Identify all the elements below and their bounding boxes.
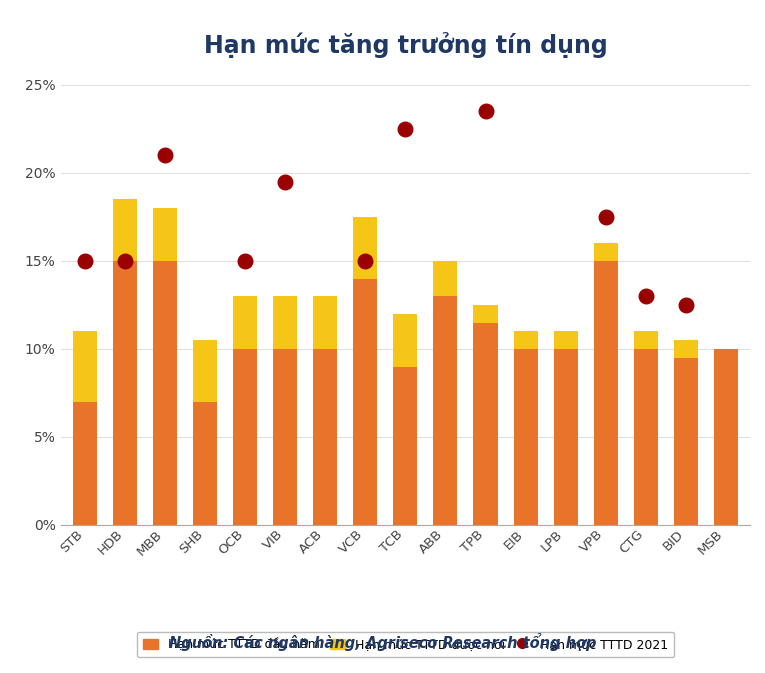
Bar: [434, 261, 457, 296]
Bar: [73, 331, 97, 402]
Point: [480, 106, 492, 116]
Legend: Hạn mức TTTD đầu năm, Hạn mức TTTD được nới, Hạn mức TTTD 2021: Hạn mức TTTD đầu năm, Hạn mức TTTD được …: [137, 632, 674, 658]
Point: [159, 150, 171, 161]
Bar: [633, 331, 658, 349]
Bar: [153, 261, 177, 525]
Bar: [633, 349, 658, 525]
Bar: [474, 305, 497, 322]
Bar: [554, 331, 578, 349]
Point: [640, 291, 652, 302]
Bar: [674, 340, 698, 358]
Bar: [474, 322, 497, 525]
Bar: [113, 261, 137, 525]
Bar: [113, 199, 137, 261]
Bar: [513, 349, 538, 525]
Point: [279, 176, 291, 187]
Bar: [233, 296, 257, 349]
Point: [360, 256, 372, 267]
Point: [679, 299, 692, 310]
Bar: [554, 349, 578, 525]
Bar: [273, 296, 298, 349]
Bar: [594, 244, 617, 261]
Bar: [353, 279, 377, 525]
Bar: [314, 349, 337, 525]
Bar: [594, 261, 617, 525]
Bar: [393, 314, 418, 367]
Bar: [194, 402, 217, 525]
Bar: [353, 217, 377, 279]
Bar: [393, 367, 418, 525]
Bar: [314, 296, 337, 349]
Bar: [434, 296, 457, 525]
Point: [119, 256, 132, 267]
Point: [600, 211, 612, 222]
Bar: [714, 349, 737, 525]
Bar: [273, 349, 298, 525]
Bar: [233, 349, 257, 525]
Bar: [73, 402, 97, 525]
Point: [79, 256, 91, 267]
Point: [239, 256, 252, 267]
Bar: [153, 208, 177, 261]
Bar: [513, 331, 538, 349]
Bar: [674, 358, 698, 525]
Title: Hạn mức tăng trưởng tín dụng: Hạn mức tăng trưởng tín dụng: [203, 32, 607, 59]
Bar: [194, 340, 217, 402]
Point: [399, 124, 412, 135]
Text: Nguồn: Các ngân hàng, Agriseco Research tổng hợp: Nguồn: Các ngân hàng, Agriseco Research …: [169, 633, 596, 651]
